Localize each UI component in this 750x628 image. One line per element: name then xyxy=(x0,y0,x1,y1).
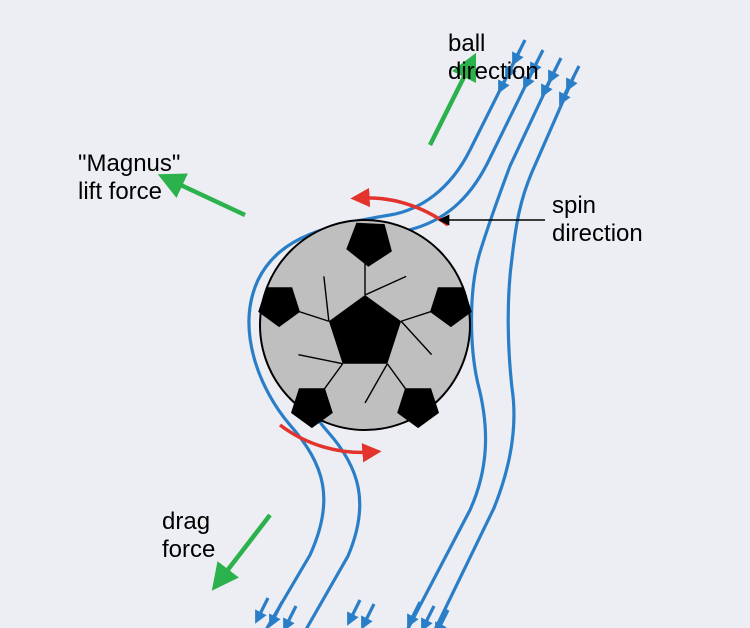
label-spin-direction: spin direction xyxy=(552,192,643,247)
soccer-ball xyxy=(258,220,472,430)
label-drag-force: drag force xyxy=(162,508,215,563)
label-magnus: "Magnus" lift force xyxy=(78,150,180,205)
diagram-canvas xyxy=(0,0,750,628)
label-ball-direction: ball direction xyxy=(448,30,539,85)
magnus-force-arrow xyxy=(170,180,245,215)
diagram-stage: ball direction "Magnus" lift force spin … xyxy=(0,0,750,628)
drag-force-arrow xyxy=(220,515,270,580)
